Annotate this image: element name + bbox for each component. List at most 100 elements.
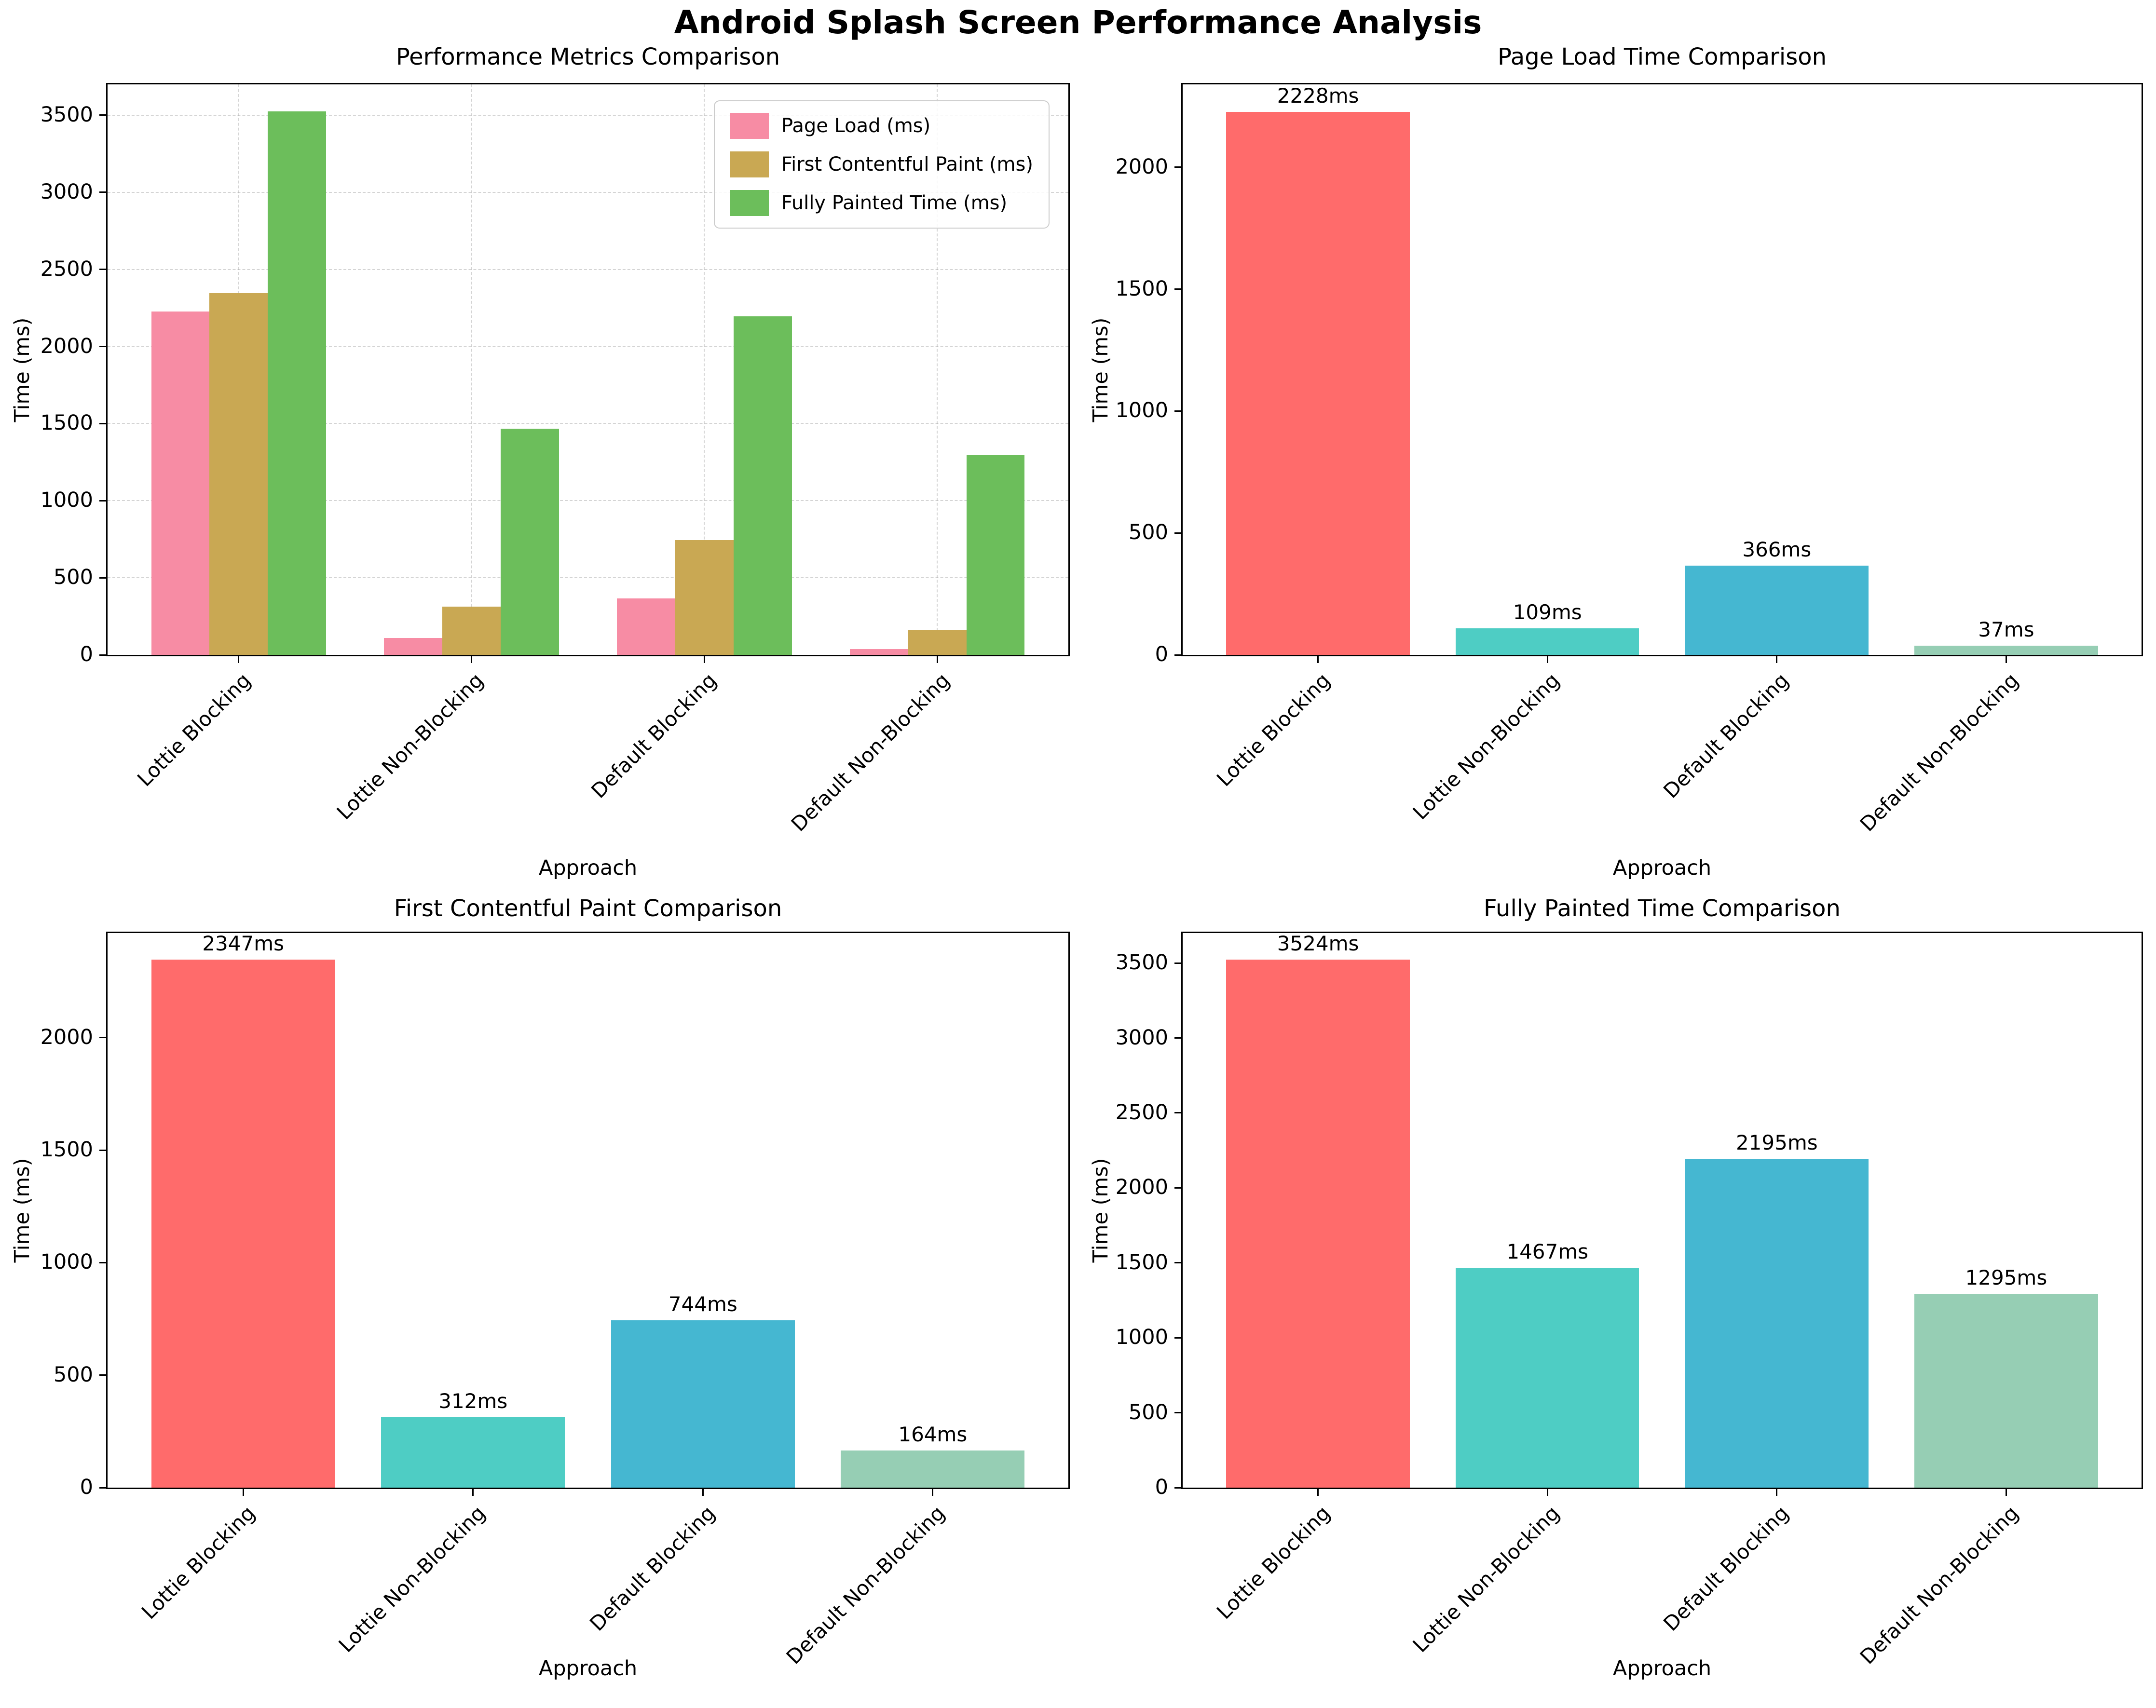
x-tick-mark — [2005, 656, 2007, 663]
y-axis-label: Time (ms) — [10, 317, 34, 422]
figure-title: Android Splash Screen Performance Analys… — [674, 4, 1482, 41]
y-axis-label: Time (ms) — [1089, 317, 1113, 422]
y-tick-mark — [99, 346, 106, 348]
y-tick-label: 1000 — [1115, 1325, 1168, 1350]
y-tick-mark — [99, 191, 106, 193]
gridline-vertical — [704, 84, 705, 655]
bar-value-label: 109ms — [1513, 600, 1582, 624]
y-tick-label: 1000 — [40, 488, 93, 513]
bar-series-1 — [850, 649, 908, 655]
bar-value-label: 37ms — [1978, 618, 2034, 642]
x-tick-label: Default Blocking — [1659, 668, 1794, 803]
y-tick-label: 2000 — [1115, 1175, 1168, 1200]
x-tick-label: Default Non-Blocking — [781, 1501, 950, 1669]
y-tick-mark — [99, 1037, 106, 1039]
x-axis-label: Approach — [538, 856, 638, 880]
y-tick-label: 2000 — [40, 1025, 93, 1049]
y-tick-mark — [99, 1374, 106, 1376]
bar-value-label: 366ms — [1742, 537, 1812, 561]
x-axis-label: Approach — [1612, 1656, 1712, 1681]
bar-value-label: 3524ms — [1277, 931, 1359, 955]
y-tick-label: 3500 — [40, 102, 93, 127]
y-tick-mark — [1174, 1337, 1181, 1339]
bar-value-label: 164ms — [898, 1423, 968, 1447]
y-tick-mark — [1174, 532, 1181, 534]
legend: Page Load (ms) First Contentful Paint (ms… — [714, 100, 1050, 229]
gridline-horizontal — [108, 500, 1068, 502]
bar — [1914, 646, 2098, 655]
legend-label: Page Load (ms) — [781, 115, 931, 137]
x-tick-mark — [702, 1489, 704, 1496]
chart-title: Page Load Time Comparison — [1498, 43, 1827, 70]
bar-value-label: 744ms — [668, 1292, 737, 1316]
y-tick-mark — [99, 577, 106, 579]
y-tick-label: 500 — [53, 565, 93, 590]
y-tick-mark — [99, 1487, 106, 1489]
x-tick-mark — [238, 656, 240, 663]
y-tick-label: 1000 — [1115, 398, 1168, 423]
x-tick-mark — [472, 1489, 474, 1496]
y-tick-mark — [99, 654, 106, 656]
gridline-horizontal — [108, 191, 1068, 193]
y-tick-label: 500 — [53, 1362, 93, 1387]
y-tick-mark — [99, 269, 106, 271]
y-tick-label: 3500 — [1115, 950, 1168, 975]
y-tick-mark — [99, 114, 106, 116]
bar — [841, 1450, 1025, 1488]
y-tick-mark — [1174, 654, 1181, 656]
y-tick-mark — [99, 422, 106, 424]
bar-series-3 — [268, 111, 326, 655]
x-tick-label: Lottie Blocking — [1212, 668, 1335, 791]
x-tick-mark — [932, 1489, 934, 1496]
legend-swatch — [730, 190, 769, 216]
x-tick-mark — [1317, 1489, 1319, 1496]
bar-series-1 — [384, 638, 443, 655]
x-tick-mark — [471, 656, 473, 663]
x-tick-mark — [703, 656, 705, 663]
bar-series-2 — [675, 540, 734, 655]
y-tick-mark — [1174, 1262, 1181, 1264]
y-tick-label: 500 — [1128, 1400, 1168, 1424]
bar-series-3 — [966, 455, 1025, 655]
bar — [1455, 1268, 1639, 1488]
bar-series-2 — [442, 607, 501, 655]
legend-item: Fully Painted Time (ms) — [730, 190, 1033, 216]
bar — [1226, 959, 1410, 1488]
plot-border — [106, 932, 1070, 1489]
x-tick-label: Default Non-Blocking — [786, 668, 955, 836]
x-tick-mark — [1546, 1489, 1548, 1496]
x-tick-label: Lottie Blocking — [137, 1501, 260, 1624]
bar — [1685, 1158, 1869, 1488]
y-tick-mark — [1174, 166, 1181, 168]
bar-series-2 — [209, 293, 268, 655]
y-tick-mark — [1174, 1187, 1181, 1189]
x-tick-mark — [1776, 656, 1778, 663]
x-tick-mark — [242, 1489, 244, 1496]
y-tick-mark — [1174, 1037, 1181, 1039]
bar — [611, 1320, 795, 1488]
plot-border — [1181, 83, 2143, 656]
x-tick-mark — [1776, 1489, 1778, 1496]
x-tick-mark — [1546, 656, 1548, 663]
x-tick-mark — [2005, 1489, 2007, 1496]
x-tick-label: Lottie Non-Blocking — [1408, 1501, 1564, 1657]
y-tick-mark — [1174, 1112, 1181, 1114]
y-tick-label: 0 — [80, 642, 93, 666]
y-tick-label: 1500 — [1115, 1250, 1168, 1274]
gridline-horizontal — [108, 269, 1068, 270]
bar-series-3 — [500, 428, 559, 655]
bar-value-label: 2347ms — [202, 932, 284, 956]
legend-item: Page Load (ms) — [730, 113, 1033, 139]
y-tick-label: 3000 — [40, 179, 93, 204]
bar-value-label: 1295ms — [1965, 1265, 2047, 1289]
gridline-horizontal — [108, 346, 1068, 347]
y-tick-mark — [1174, 1412, 1181, 1414]
y-tick-label: 1500 — [40, 1138, 93, 1162]
y-tick-label: 0 — [1155, 1475, 1168, 1499]
y-tick-label: 2500 — [40, 257, 93, 281]
bar-value-label: 312ms — [438, 1389, 508, 1413]
bar — [381, 1417, 565, 1488]
x-tick-label: Default Blocking — [1659, 1501, 1794, 1636]
bar — [1226, 111, 1410, 655]
y-tick-mark — [1174, 962, 1181, 964]
